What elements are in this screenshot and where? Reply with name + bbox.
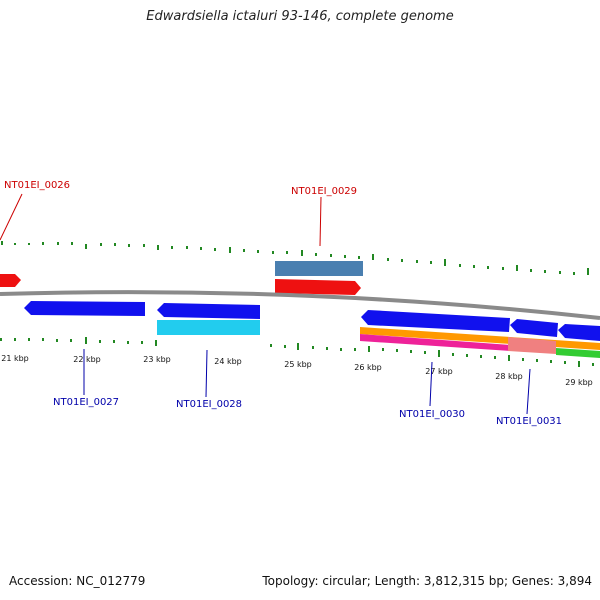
ruler-label-21kbp: 21 kbp [1, 354, 29, 363]
accession-text: Accession: NC_012779 [9, 574, 146, 588]
plus-strand-ticks [1, 241, 589, 275]
green-feature-band[interactable] [556, 348, 600, 358]
ruler-label-23kbp: 23 kbp [143, 355, 171, 364]
gene-nt01ei-0028-feature[interactable] [157, 303, 260, 319]
magenta-feature-band[interactable] [360, 334, 510, 351]
gene-nt01ei-0031-feature[interactable] [510, 319, 558, 337]
leader-nt01ei-0030 [429, 361, 433, 407]
map-title: Edwardsiella ictaluri 93-146, complete g… [146, 9, 454, 24]
leader-nt01ei-0029 [319, 196, 322, 247]
topology-text: Topology: circular; Length: 3,812,315 bp… [262, 574, 592, 588]
gene-label-nt01ei-0027[interactable]: NT01EI_0027 [53, 397, 119, 408]
ruler-label-26kbp: 26 kbp [354, 363, 382, 372]
leader-nt01ei-0031 [526, 368, 531, 415]
ruler-label-25kbp: 25 kbp [284, 360, 312, 369]
leader-nt01ei-0028 [205, 349, 208, 398]
gene-label-nt01ei-0029[interactable]: NT01EI_0029 [291, 186, 357, 197]
ruler-label-29kbp: 29 kbp [565, 378, 593, 387]
genome-backbone [0, 290, 600, 320]
ruler-label-27kbp: 27 kbp [425, 367, 453, 376]
pink-feature-band[interactable] [508, 337, 556, 354]
gene-nt01ei-0030-feature[interactable] [361, 310, 510, 332]
gene-nt01ei-0029-misc-feature[interactable] [275, 261, 363, 276]
gene-label-nt01ei-0026[interactable]: NT01EI_0026 [4, 180, 70, 191]
gene-label-nt01ei-0031[interactable]: NT01EI_0031 [496, 416, 562, 427]
gene-label-nt01ei-0030[interactable]: NT01EI_0030 [399, 409, 465, 420]
ruler-label-28kbp: 28 kbp [495, 372, 523, 381]
gene-nt01ei-0028-misc-feature[interactable] [157, 320, 260, 335]
gene-nt01ei-0026-feature[interactable] [0, 274, 21, 287]
ruler-label-24kbp: 24 kbp [214, 357, 242, 366]
leader-nt01ei-0026 [0, 193, 23, 241]
gene-next-feature[interactable] [558, 324, 600, 341]
ruler-label-22kbp: 22 kbp [73, 355, 101, 364]
gene-nt01ei-0029-feature[interactable] [275, 279, 361, 295]
gene-nt01ei-0027-feature[interactable] [24, 301, 145, 316]
gene-label-nt01ei-0028[interactable]: NT01EI_0028 [176, 399, 242, 410]
minus-strand-ticks [0, 337, 594, 367]
